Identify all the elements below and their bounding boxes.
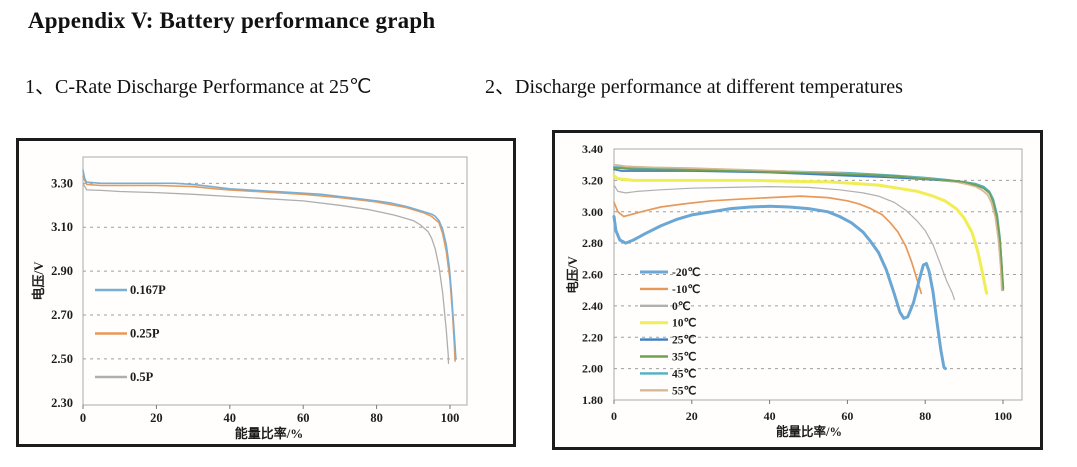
- section-1-heading: 1、C-Rate Discharge Performance at 25℃: [25, 76, 372, 98]
- crate-discharge-plot: 3.30 3.10 2.90 2.70 2.50 2.30 0 20 40 60 80 100 能量比率…: [31, 156, 468, 441]
- legend-label-45℃: 45℃: [672, 367, 697, 380]
- series-0.167P: [82, 169, 457, 360]
- x-tick-label: 80: [370, 411, 383, 425]
- series-10℃: [612, 174, 989, 295]
- x-tick-label: 100: [994, 409, 1012, 423]
- page-title: Appendix V: Battery performance graph: [28, 8, 436, 33]
- series-0℃: [613, 184, 955, 301]
- y-tick-label: 2.30: [51, 396, 73, 410]
- y-tick-label: 3.20: [582, 173, 603, 187]
- y-tick-label: 2.80: [582, 236, 603, 250]
- y-axis-title: 电压/V: [565, 256, 580, 294]
- series--10℃: [613, 195, 923, 295]
- y-tick-label: 3.40: [582, 142, 603, 156]
- y-tick-label: 2.50: [51, 352, 73, 366]
- x-tick-label: 60: [297, 411, 310, 425]
- legend-label-0℃: 0℃: [672, 300, 691, 313]
- legend-label--10℃: -10℃: [672, 283, 700, 296]
- x-tick-label: 0: [80, 411, 86, 425]
- legend-label-10℃: 10℃: [672, 317, 697, 330]
- temperature-discharge-plot: 3.40 3.20 3.00 2.80 2.60 2.40 2.20 2.00 1.80 0 20 4…: [565, 142, 1023, 439]
- x-tick-label: 40: [224, 411, 237, 425]
- y-tick-label: 3.00: [582, 205, 603, 219]
- y-tick-label: 2.40: [582, 299, 603, 313]
- x-tick-label: 20: [150, 411, 163, 425]
- x-tick-label: 20: [686, 409, 698, 423]
- y-tick-label: 2.90: [51, 264, 73, 278]
- x-tick-label: 60: [841, 409, 853, 423]
- y-axis-title: 电压/V: [31, 261, 46, 301]
- legend-label-55℃: 55℃: [672, 384, 697, 397]
- y-tick-label: 3.30: [51, 176, 73, 190]
- y-tick-label: 2.00: [582, 362, 603, 376]
- crate-discharge-chart-frame: 3.30 3.10 2.90 2.70 2.50 2.30 0 20 40 60 80 100 能量比率…: [16, 138, 516, 447]
- legend-label-0.5P: 0.5P: [130, 370, 154, 384]
- legend-label--20℃: -20℃: [672, 266, 700, 279]
- x-tick-label: 80: [919, 409, 931, 423]
- legend-label-25℃: 25℃: [672, 334, 697, 347]
- legend-label-0.167P: 0.167P: [130, 283, 166, 297]
- y-tick-label: 2.60: [582, 268, 603, 282]
- legend-label-0.25P: 0.25P: [130, 327, 160, 341]
- section-2-heading: 2、Discharge performance at different tem…: [485, 76, 903, 98]
- y-tick-label: 2.20: [582, 330, 603, 344]
- x-axis-title: 能量比率/%: [235, 426, 304, 441]
- x-axis-title: 能量比率/%: [776, 424, 842, 439]
- x-tick-label: 0: [611, 409, 617, 423]
- y-tick-label: 1.80: [582, 393, 603, 407]
- y-tick-label: 3.10: [51, 220, 73, 234]
- legend-label-35℃: 35℃: [672, 351, 697, 364]
- series--20℃: [612, 204, 947, 371]
- series-0.25P: [82, 176, 456, 362]
- series-0.5P: [82, 182, 450, 364]
- series-35℃: [613, 166, 1005, 290]
- y-tick-label: 2.70: [51, 308, 73, 322]
- x-tick-label: 40: [764, 409, 776, 423]
- plot-border: [82, 156, 468, 406]
- x-tick-label: 100: [441, 411, 460, 425]
- temperature-discharge-chart-frame: 3.40 3.20 3.00 2.80 2.60 2.40 2.20 2.00 1.80 0 20 4…: [552, 130, 1043, 450]
